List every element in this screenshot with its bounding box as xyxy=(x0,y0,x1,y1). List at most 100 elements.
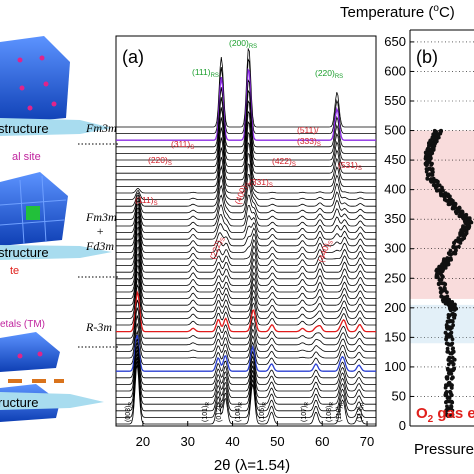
peak-label: (200)RS xyxy=(229,38,257,50)
xrd-pattern xyxy=(116,259,376,299)
y-tick-label: 400 xyxy=(384,182,406,197)
xrd-pattern xyxy=(116,194,376,220)
x-tick-label: 30 xyxy=(180,434,194,449)
xrd-pattern xyxy=(116,334,376,372)
xrd-pattern xyxy=(116,110,376,167)
y-tick-label: 0 xyxy=(399,418,406,433)
y-tick-label: 350 xyxy=(384,211,406,226)
x-tick-label: 70 xyxy=(360,434,374,449)
peak-labels: (111)RS (200)RS (220)RS (311)S (220)S (1… xyxy=(125,38,366,422)
trace-point xyxy=(451,323,455,328)
trace-point xyxy=(448,399,453,404)
phase-label: Fm3m xyxy=(85,121,117,135)
peak-label: (110)R xyxy=(336,402,345,422)
xrd-pattern xyxy=(116,220,376,260)
xrd-pattern xyxy=(116,299,376,339)
x-axis-label: 2θ (λ=1.54) xyxy=(214,457,290,474)
peak-label: (311)S xyxy=(171,139,194,151)
y-tick-label: 150 xyxy=(384,329,406,344)
y-tick-label: 450 xyxy=(384,152,406,167)
xrd-pattern-fill xyxy=(116,335,376,372)
trace-point xyxy=(447,251,451,256)
trace-point xyxy=(434,129,438,134)
xrd-pattern xyxy=(116,329,376,365)
xrd-pattern xyxy=(116,353,376,405)
arrow-pointer xyxy=(0,392,104,410)
trace-point xyxy=(446,202,451,207)
peak-label: (531)S xyxy=(338,160,362,172)
xrd-pattern xyxy=(116,345,376,392)
structure-caption: structure xyxy=(0,245,49,260)
xrd-pattern xyxy=(116,253,376,293)
trace-point xyxy=(447,407,451,411)
peak-label: (012)R xyxy=(216,402,225,422)
structure-caption: ructure xyxy=(0,395,38,410)
trace-point xyxy=(451,311,455,316)
xrd-pattern xyxy=(116,315,376,352)
xrd-pattern xyxy=(116,360,376,418)
xrd-pattern xyxy=(116,215,376,253)
trace-point xyxy=(426,173,431,177)
trace-point xyxy=(465,224,470,229)
xrd-pattern xyxy=(116,173,376,207)
xrd-pattern xyxy=(116,207,376,240)
xrd-pattern xyxy=(116,131,376,181)
trace-point xyxy=(445,341,449,346)
y-tick-label: 550 xyxy=(384,93,406,108)
trace-point xyxy=(452,202,457,207)
peak-label: (108)R xyxy=(326,402,335,422)
structure-illustration-panel: structure al site structure te etals (TM… xyxy=(0,36,112,422)
xrd-pattern xyxy=(116,142,376,187)
trace-point xyxy=(445,256,450,260)
phase-label: R-3m xyxy=(85,320,112,334)
xrd-pattern-fill xyxy=(116,233,376,273)
peak-label: (107)R xyxy=(301,402,310,422)
trace-point xyxy=(456,236,461,241)
trace-point xyxy=(427,160,432,165)
peak-label: (113)R xyxy=(357,402,366,422)
peak-label: (331)S xyxy=(249,177,273,189)
xrd-pattern xyxy=(116,342,376,385)
panel-b-title: Temperature (oC) xyxy=(340,3,455,21)
x-axis-label: Pressure xyxy=(414,441,474,458)
trace-point xyxy=(435,183,440,187)
xrd-pattern-fill xyxy=(116,323,376,358)
y-axis-ticks: 0 50 100 150 200 250 300 350 400 450 500 550 600 650 xyxy=(384,34,414,433)
trace-point xyxy=(440,281,445,286)
xrd-pattern xyxy=(116,289,376,333)
peak-label: (105)R xyxy=(259,402,268,422)
trace-point xyxy=(442,285,447,290)
trace-point xyxy=(427,166,432,171)
plot-frame xyxy=(115,35,377,427)
xrd-pattern xyxy=(116,89,376,154)
trace-point xyxy=(448,389,452,394)
trace-point xyxy=(438,191,443,196)
xrd-pattern xyxy=(116,338,376,379)
trace-point xyxy=(449,197,453,202)
trace-point xyxy=(444,412,449,417)
xrd-pattern xyxy=(116,283,376,326)
phase-label: Fd3m xyxy=(85,239,114,253)
trace-point xyxy=(438,277,442,282)
trace-point xyxy=(455,206,460,211)
xrd-pattern xyxy=(116,121,376,174)
trace-point xyxy=(425,151,430,156)
panel-label: (b) xyxy=(416,47,438,67)
xrd-pattern xyxy=(116,79,376,148)
xrd-pattern xyxy=(116,246,376,286)
trace-point xyxy=(444,323,449,327)
xrd-pattern-fill xyxy=(116,239,376,279)
y-tick-label: 500 xyxy=(384,123,406,138)
xrd-pattern-fill xyxy=(116,221,376,259)
xrd-pattern xyxy=(116,67,376,141)
xrd-pattern xyxy=(116,152,376,194)
trace-point xyxy=(451,244,456,249)
xrd-pattern xyxy=(116,271,376,313)
peak-label: (111)S xyxy=(135,195,158,207)
red-caption: te xyxy=(10,265,19,277)
site-caption: al site xyxy=(12,151,41,163)
trace-point xyxy=(450,375,455,380)
xrd-pattern-fill xyxy=(116,307,376,345)
x-tick-label: 40 xyxy=(225,434,239,449)
trace-point xyxy=(451,346,455,351)
